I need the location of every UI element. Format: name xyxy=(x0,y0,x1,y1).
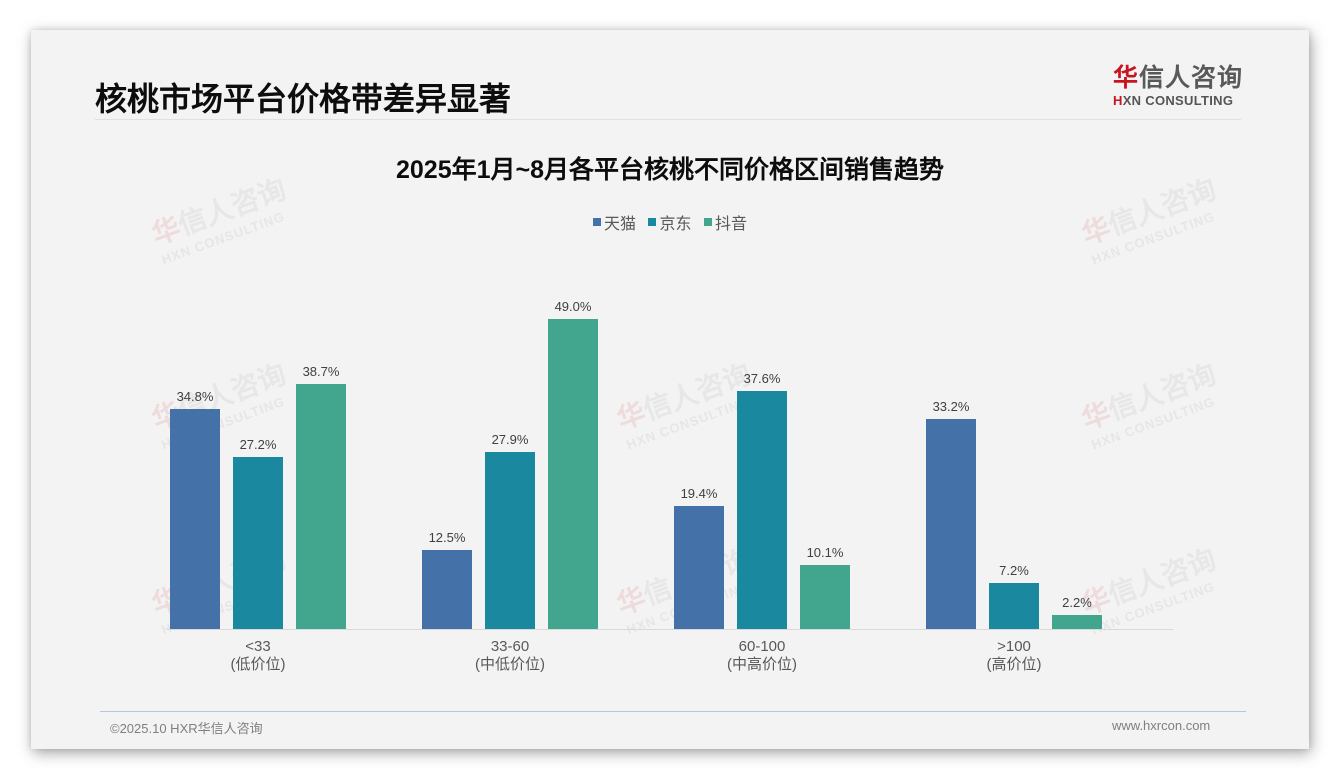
bar-value-label: 7.2% xyxy=(999,563,1029,578)
bar-value-label: 49.0% xyxy=(554,299,592,314)
bar-value-label: 12.5% xyxy=(428,530,466,545)
bar-value-label: 27.2% xyxy=(239,437,277,452)
bar-value-label: 2.2% xyxy=(1062,595,1092,610)
footer-copyright: ©2025.10 HXR华信人咨询 xyxy=(110,721,263,736)
x-axis-category-label: >100 (高价位) xyxy=(986,638,1042,673)
bar xyxy=(233,457,283,629)
bar xyxy=(485,452,535,629)
bar xyxy=(170,409,220,629)
bar xyxy=(296,384,346,629)
bar-value-label: 34.8% xyxy=(176,389,214,404)
logo-cn: 华信人咨询 xyxy=(1113,64,1244,92)
bar xyxy=(800,565,850,629)
legend-item-jd: 京东 xyxy=(648,210,692,234)
bar xyxy=(989,583,1039,629)
bar xyxy=(548,319,598,629)
footer-website: www.hxrcon.com xyxy=(1112,718,1211,733)
bar-chart-plot: 34.8% 27.2% 38.7% <33 (低价位) 12.5% 27.9% 49.0% 33… xyxy=(31,30,1309,749)
legend-swatch-icon xyxy=(593,218,602,226)
bar-value-label: 19.4% xyxy=(680,486,718,501)
x-axis-category-label: 33-60 (中低价位) xyxy=(475,638,545,673)
legend-item-tmall: 天猫 xyxy=(593,210,636,234)
slide: 华信人咨询 HXN CONSULTING 华信人咨询 HXN CONSULTIN… xyxy=(31,30,1309,749)
footer-divider xyxy=(100,711,1246,712)
title-divider xyxy=(95,119,1241,120)
bar-value-label: 38.7% xyxy=(302,364,340,379)
chart-legend: 天猫 京东 抖音 xyxy=(31,210,1309,234)
page-title: 核桃市场平台价格带差异显著 xyxy=(95,81,512,117)
bar xyxy=(737,391,787,629)
bar-value-label: 27.9% xyxy=(491,432,529,447)
x-axis-category-label: <33 (低价位) xyxy=(230,638,286,673)
logo-en: HXN CONSULTING xyxy=(1113,93,1234,108)
bar xyxy=(1052,615,1102,629)
x-axis-category-label: 60-100 (中高价位) xyxy=(727,638,797,673)
bar xyxy=(674,506,724,629)
legend-swatch-icon xyxy=(648,218,657,226)
bar-value-label: 37.6% xyxy=(743,371,781,386)
legend-item-douyin: 抖音 xyxy=(703,210,747,234)
bar-value-label: 10.1% xyxy=(806,545,844,560)
x-axis-line xyxy=(167,629,1173,630)
bar xyxy=(926,419,976,629)
bar xyxy=(422,550,472,629)
brand-logo: 华信人咨询 HXN CONSULTING xyxy=(1113,63,1243,108)
chart-title: 2025年1月~8月各平台核桃不同价格区间销售趋势 xyxy=(395,156,945,184)
legend-swatch-icon xyxy=(703,218,712,226)
bar-value-label: 33.2% xyxy=(932,399,970,414)
